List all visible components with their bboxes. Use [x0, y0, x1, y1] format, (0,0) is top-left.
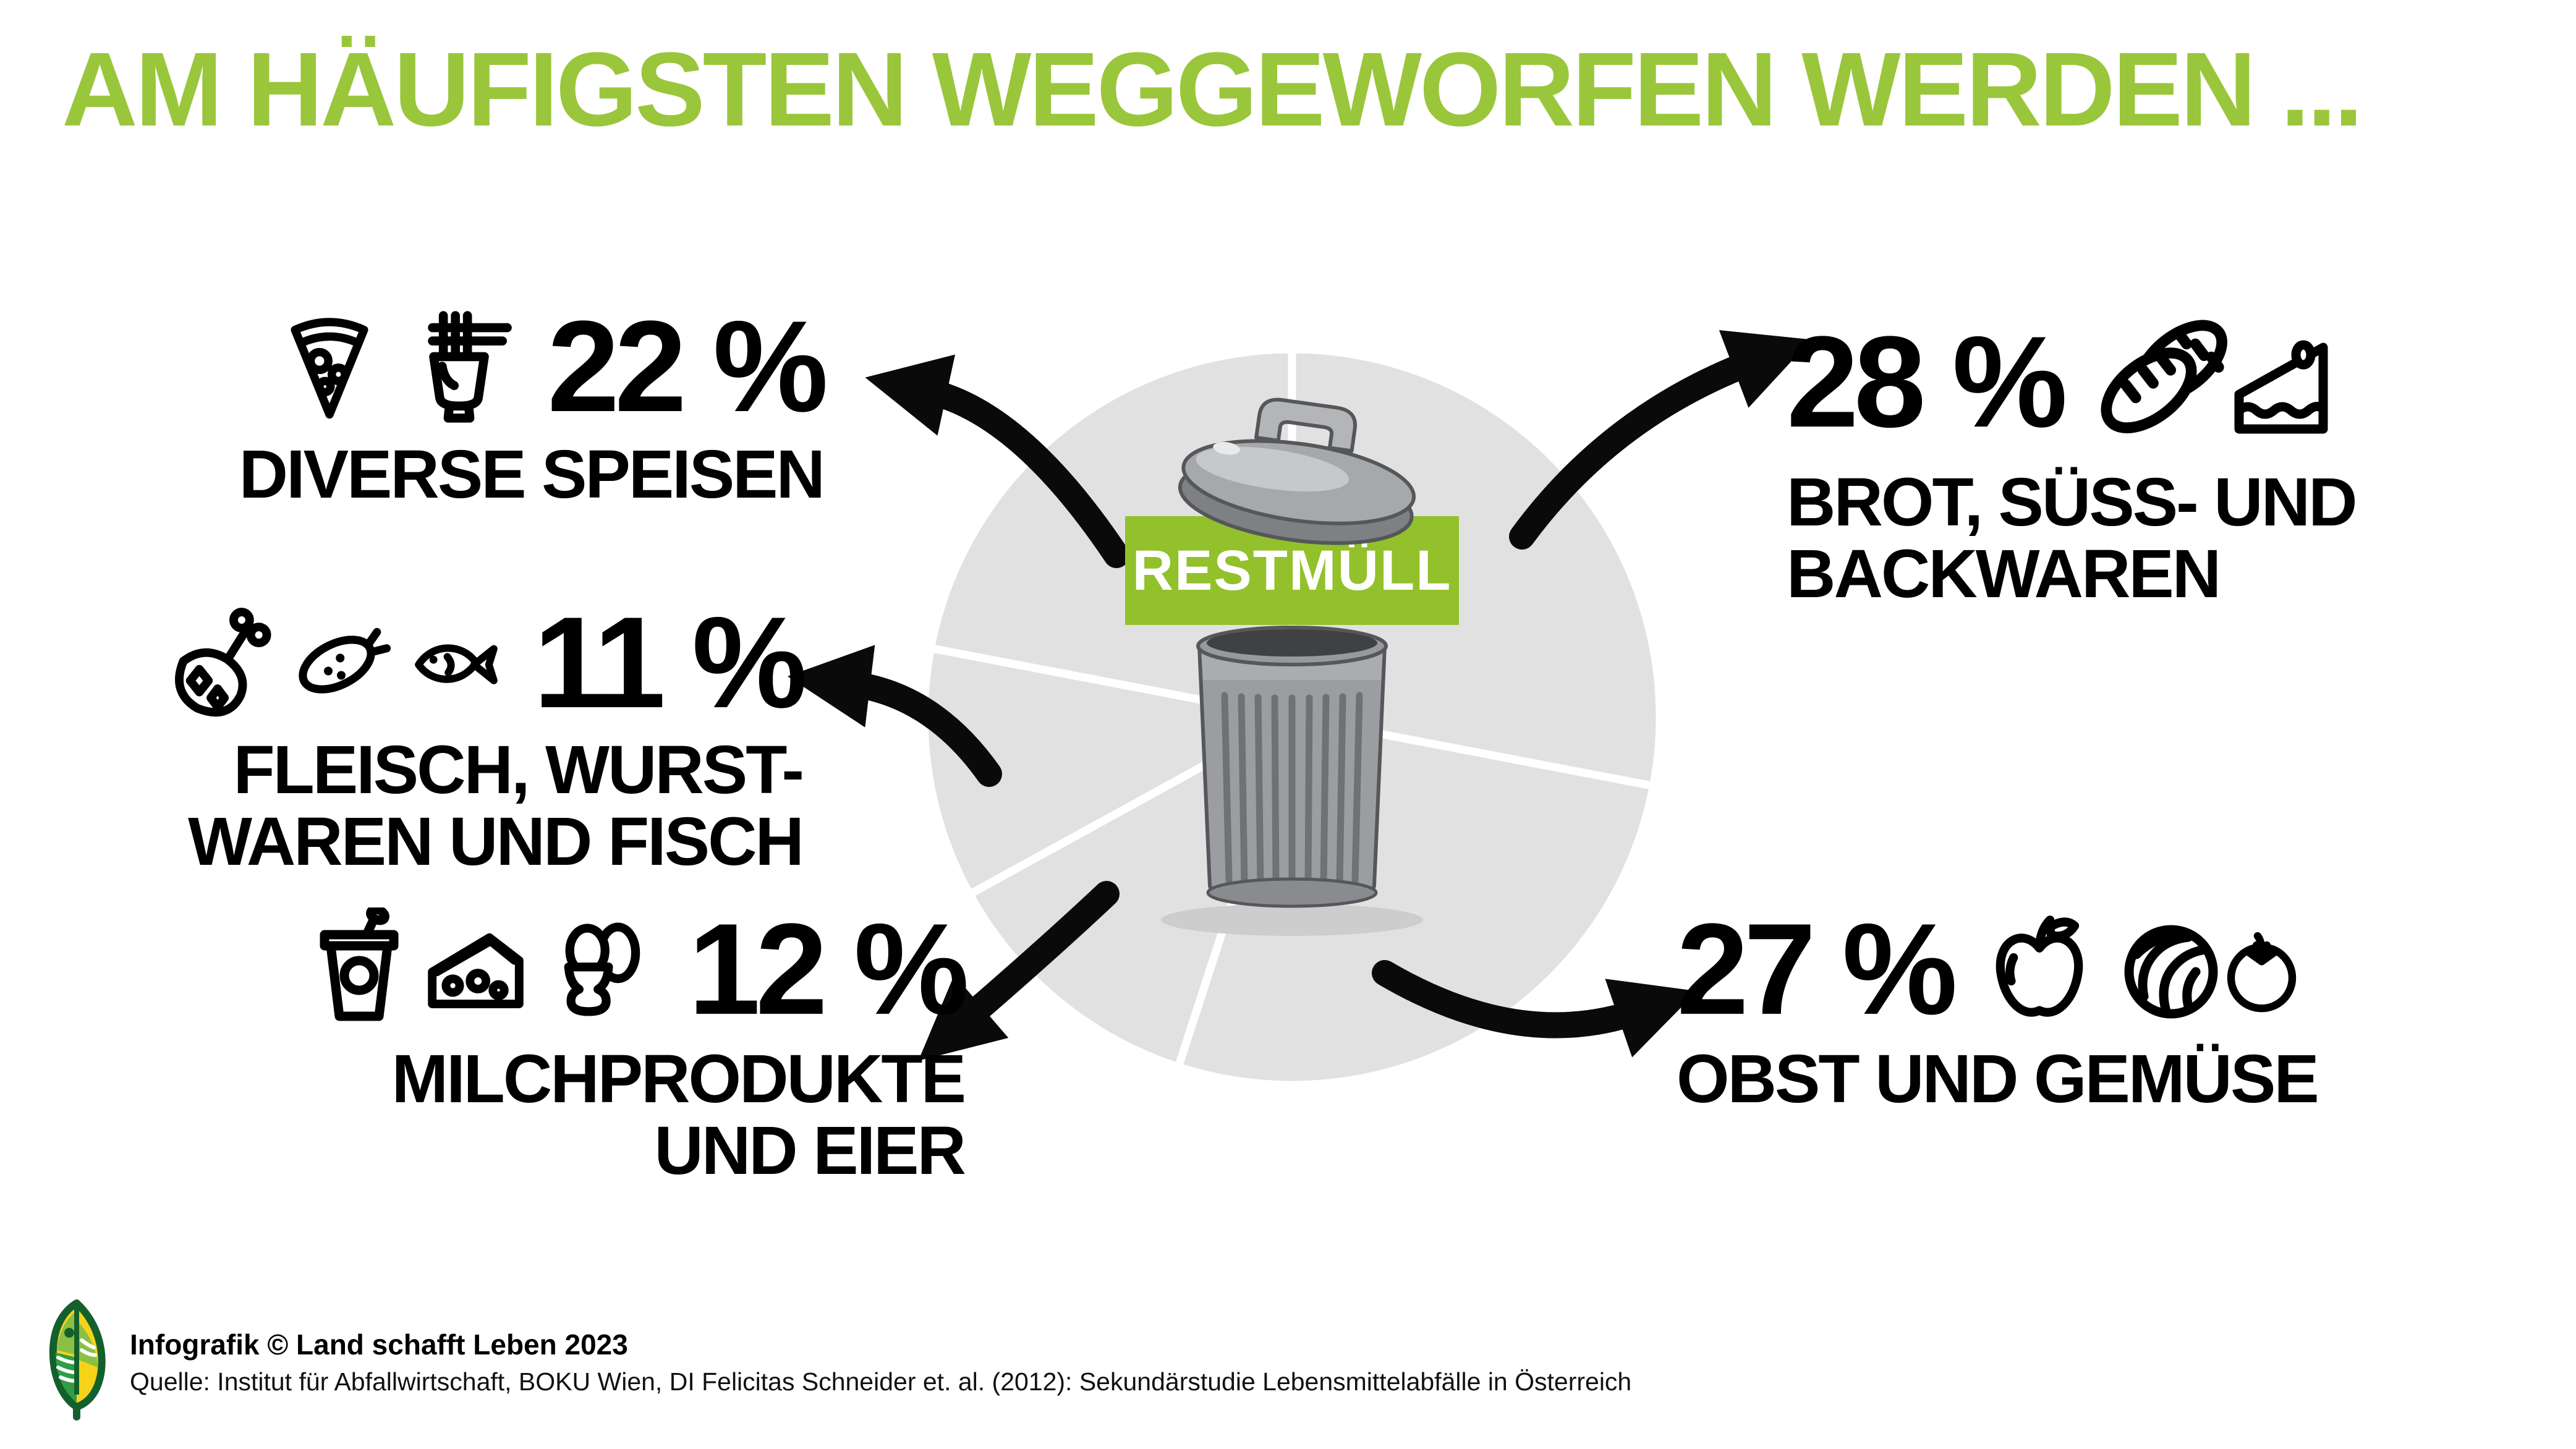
land-schafft-leben-logo [49, 1299, 106, 1421]
tomato-icon [2227, 932, 2296, 1012]
label-milch-line2: UND EIER [654, 1112, 966, 1189]
arrow-to-milchprodukte [918, 881, 1120, 1061]
percent-brot: 28 % [1787, 308, 2068, 454]
arrow-to-fleisch [787, 645, 1002, 787]
yogurt-cup-icon [320, 907, 399, 1021]
percent-obst: 27 % [1677, 896, 1958, 1042]
pie-slice-fleisch-11 [920, 644, 1296, 899]
arrow-to-diverse-speisen [865, 354, 1129, 568]
page-title: AM HÄUFIGSTEN WEGGEWORFEN WERDEN ... [62, 31, 2363, 148]
arrow-to-brot [1509, 330, 1812, 550]
percent-fleisch: 11 % [533, 590, 807, 735]
egg-in-cup-icon [564, 922, 640, 1016]
group-milchprodukte-eier: 12 % MILCHPRODUKTE UND EIER [300, 896, 969, 1189]
apple-icon [1996, 916, 2083, 1017]
trash-can-opening [1207, 629, 1377, 657]
noodle-cup-icon [428, 311, 512, 423]
group-brot-backwaren: 28 % BROT, SÜSS- UND BACKWAREN [1787, 308, 2358, 612]
label-milch-line1: MILCHPRODUKTE [391, 1041, 966, 1117]
percent-diverse-speisen: 22 % [547, 293, 828, 439]
restmuell-banner: RESTMÜLL [1125, 516, 1459, 625]
fish-icon [415, 644, 498, 684]
group-fleisch-wurstwaren-fisch: 11 % FLEISCH, WURST- WAREN UND FISCH [157, 590, 807, 880]
trash-can-illustration [1161, 626, 1423, 936]
percent-milchprodukte: 12 % [688, 896, 969, 1042]
trash-can-ribs [1221, 692, 1363, 888]
label-fleisch-line2: WAREN UND FISCH [188, 803, 804, 880]
label-fleisch-line1: FLEISCH, WURST- [233, 732, 804, 809]
restmuell-label: RESTMÜLL [1132, 538, 1452, 602]
cake-slice-icon [2234, 340, 2328, 433]
arrow-to-obst [1372, 960, 1698, 1058]
footer-source: Quelle: Institut für Abfallwirtschaft, B… [130, 1367, 1632, 1396]
trash-can-base [1206, 877, 1378, 908]
group-diverse-speisen: 22 % DIVERSE SPEISEN [239, 293, 828, 512]
sausage-icon [299, 628, 391, 694]
label-obst: OBST UND GEMÜSE [1677, 1041, 2319, 1117]
group-obst-gemuese: 27 % [1677, 896, 2319, 1117]
ham-leg-icon [174, 608, 271, 717]
bread-loaves-icon [2101, 320, 2227, 433]
pizza-slice-icon [291, 317, 368, 419]
footer-credit: Infografik © Land schafft Leben 2023 [130, 1328, 628, 1361]
cheese-wedge-icon [428, 933, 524, 1008]
cabbage-icon [2124, 925, 2218, 1019]
label-brot-line1: BROT, SÜSS- UND [1787, 464, 2358, 540]
label-diverse-speisen: DIVERSE SPEISEN [239, 436, 825, 512]
label-brot-line2: BACKWAREN [1787, 535, 2221, 612]
